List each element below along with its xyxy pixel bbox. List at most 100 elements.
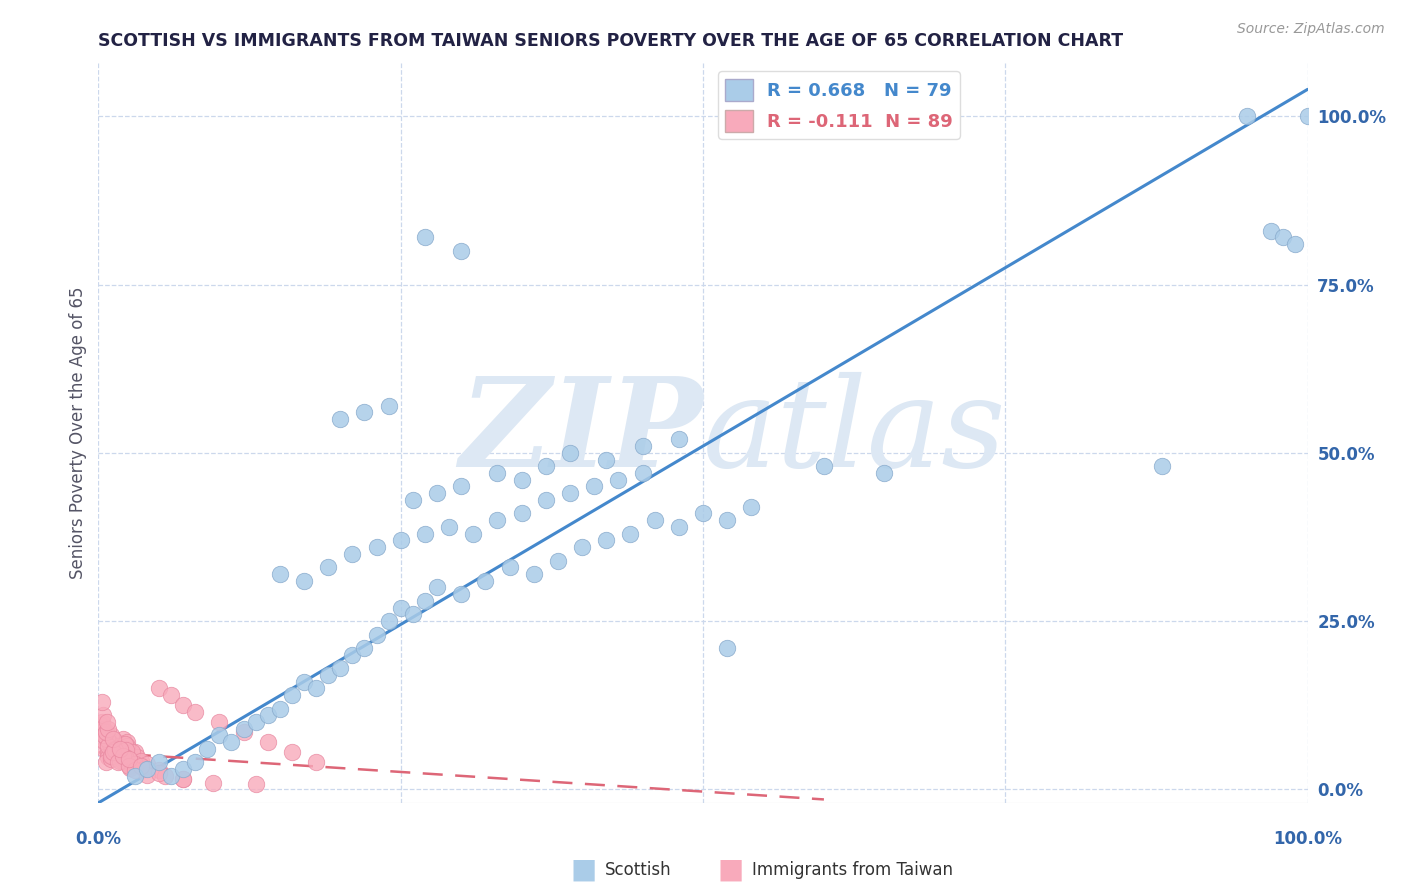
Point [107, 739, 129, 753]
Point [716, 513, 738, 527]
Point [111, 748, 134, 763]
Point [118, 758, 141, 772]
Point [413, 230, 436, 244]
Point [607, 473, 630, 487]
Point [107, 745, 129, 759]
Point [534, 459, 557, 474]
Point [93, 734, 115, 748]
Point [135, 762, 157, 776]
Point [115, 743, 138, 757]
Point [100, 752, 122, 766]
Point [105, 742, 128, 756]
Point [463, 526, 485, 541]
Point [281, 688, 304, 702]
Point [120, 752, 142, 766]
Point [100, 739, 122, 753]
Point [498, 560, 520, 574]
Point [134, 762, 156, 776]
Text: ZIP: ZIP [460, 372, 703, 493]
Point [172, 772, 194, 787]
Point [104, 742, 127, 756]
Point [97, 739, 120, 753]
Point [114, 750, 136, 764]
Point [377, 614, 399, 628]
Point [269, 566, 291, 581]
Point [112, 752, 135, 766]
Point [96, 731, 118, 746]
Point [110, 750, 132, 764]
Point [329, 661, 352, 675]
Point [118, 743, 141, 757]
Point [523, 566, 546, 581]
Point [547, 553, 569, 567]
Point [97, 722, 120, 736]
Text: Immigrants from Taiwan: Immigrants from Taiwan [752, 861, 953, 879]
Point [103, 742, 125, 756]
Point [91, 725, 114, 739]
Point [110, 748, 132, 763]
Point [413, 526, 436, 541]
Text: 0.0%: 0.0% [76, 830, 121, 847]
Point [121, 745, 143, 759]
Point [269, 701, 291, 715]
Point [342, 648, 364, 662]
Point [124, 756, 146, 771]
Point [105, 735, 128, 749]
Point [93, 729, 115, 743]
Point [510, 507, 533, 521]
Point [101, 731, 124, 746]
Point [148, 764, 170, 778]
Point [486, 466, 509, 480]
Point [413, 594, 436, 608]
Point [668, 520, 690, 534]
Point [716, 640, 738, 655]
Point [389, 600, 412, 615]
Point [117, 739, 139, 753]
Point [450, 587, 472, 601]
Point [1260, 224, 1282, 238]
Point [232, 725, 254, 739]
Point [172, 698, 194, 713]
Point [1152, 459, 1174, 474]
Point [329, 412, 352, 426]
Point [148, 681, 170, 696]
Text: 100.0%: 100.0% [1272, 830, 1343, 847]
Point [256, 708, 278, 723]
Point [91, 708, 114, 723]
Text: Scottish: Scottish [605, 861, 671, 879]
Point [91, 695, 114, 709]
Point [292, 574, 315, 588]
Y-axis label: Seniors Poverty Over the Age of 65: Seniors Poverty Over the Age of 65 [69, 286, 87, 579]
Point [120, 756, 142, 770]
Point [111, 731, 134, 746]
Point [118, 756, 141, 771]
Point [111, 754, 134, 768]
Point [342, 547, 364, 561]
Text: ■: ■ [571, 855, 596, 884]
Point [107, 756, 129, 770]
Point [668, 433, 690, 447]
Point [98, 735, 121, 749]
Point [124, 764, 146, 778]
Point [103, 745, 125, 759]
Point [450, 244, 472, 258]
Point [558, 446, 581, 460]
Point [127, 750, 149, 764]
Point [221, 735, 243, 749]
Point [160, 688, 183, 702]
Text: SCOTTISH VS IMMIGRANTS FROM TAIWAN SENIORS POVERTY OVER THE AGE OF 65 CORRELATIO: SCOTTISH VS IMMIGRANTS FROM TAIWAN SENIO… [98, 32, 1123, 50]
Point [245, 777, 267, 791]
Point [402, 492, 425, 507]
Point [100, 748, 122, 763]
Point [571, 540, 593, 554]
Point [121, 747, 143, 762]
Point [112, 742, 135, 756]
Point [486, 513, 509, 527]
Point [94, 756, 117, 770]
Point [256, 735, 278, 749]
Point [94, 725, 117, 739]
Point [245, 714, 267, 729]
Point [118, 761, 141, 775]
Point [353, 640, 375, 655]
Point [148, 765, 170, 780]
